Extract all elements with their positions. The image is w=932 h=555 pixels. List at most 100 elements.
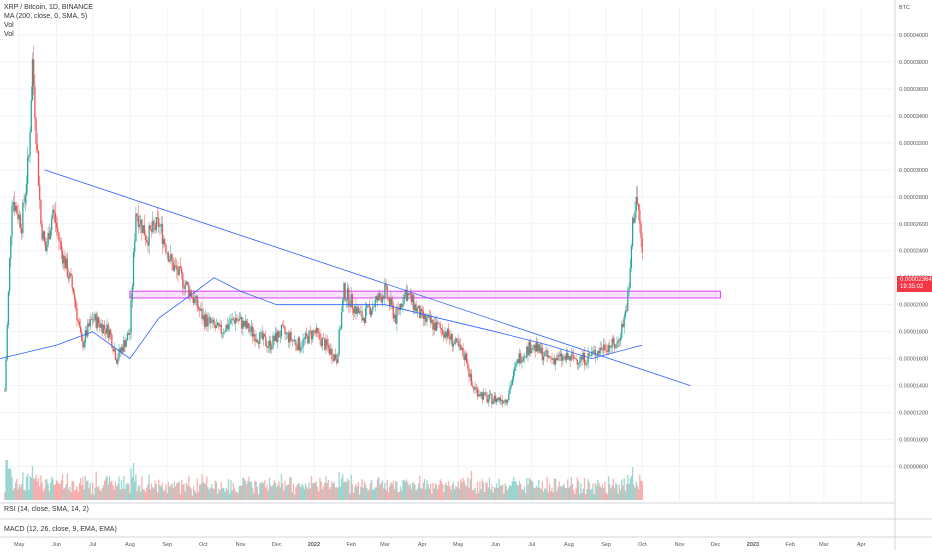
ma-legend[interactable]: MA (200, close, 0, SMA, 5) bbox=[4, 13, 88, 20]
candle-body bbox=[463, 355, 465, 361]
candle-body bbox=[558, 355, 560, 357]
volume-bar bbox=[131, 477, 133, 500]
volume-bar bbox=[254, 480, 256, 500]
candle-body bbox=[126, 333, 129, 341]
candle-body bbox=[34, 86, 36, 119]
volume-bar bbox=[576, 477, 578, 500]
candle-body bbox=[459, 344, 462, 350]
candle-body bbox=[178, 266, 180, 276]
volume-bar bbox=[39, 486, 41, 500]
candle-body bbox=[254, 334, 256, 342]
volume-bar bbox=[25, 476, 28, 500]
volume-bar bbox=[153, 488, 155, 500]
volume-bar bbox=[35, 474, 37, 500]
candle-body bbox=[320, 339, 322, 347]
candle-body bbox=[40, 199, 42, 224]
candle-body bbox=[162, 239, 165, 245]
volume-bar bbox=[493, 486, 495, 500]
candle-body bbox=[494, 395, 497, 403]
volume-bar bbox=[589, 489, 592, 500]
volume-bar bbox=[351, 484, 354, 500]
volume-bar bbox=[409, 483, 411, 500]
candle-body bbox=[370, 310, 373, 316]
candle-body bbox=[81, 331, 83, 341]
volume-bar bbox=[156, 492, 159, 500]
volume-bar bbox=[502, 484, 504, 500]
candle-body bbox=[241, 317, 243, 329]
volume-bar bbox=[426, 480, 428, 500]
candle-body bbox=[54, 212, 56, 223]
candle-body bbox=[263, 333, 266, 337]
candle-body bbox=[8, 258, 11, 292]
candle-body bbox=[180, 268, 183, 274]
candle-body bbox=[505, 399, 507, 403]
candle-body bbox=[363, 317, 366, 323]
x-tick-label: Dec bbox=[272, 542, 282, 548]
candle-body bbox=[346, 288, 349, 300]
volume-bar bbox=[71, 481, 73, 500]
candle-body bbox=[385, 284, 387, 287]
candle-body bbox=[17, 213, 19, 220]
candle-body bbox=[244, 320, 247, 327]
volume-bar bbox=[215, 482, 218, 500]
vol-legend-2[interactable]: Vol bbox=[4, 31, 14, 38]
volume-bar bbox=[174, 486, 177, 500]
candle-body bbox=[327, 345, 329, 348]
candle-body bbox=[148, 225, 150, 246]
volume-bar bbox=[89, 482, 91, 500]
candle-body bbox=[10, 235, 12, 259]
candle-body bbox=[111, 334, 113, 348]
candle-body bbox=[520, 353, 522, 363]
volume-bar bbox=[510, 485, 512, 500]
volume-bar bbox=[111, 480, 113, 500]
candle-body bbox=[427, 316, 429, 318]
volume-bar bbox=[554, 478, 557, 500]
volume-bar bbox=[14, 482, 17, 500]
volume-bar bbox=[402, 480, 404, 500]
candle-body bbox=[375, 296, 378, 300]
volume-bar bbox=[148, 474, 150, 500]
symbol-title[interactable]: XRP / Bitcoin, 1D, BINANCE bbox=[4, 4, 93, 11]
candle-body bbox=[553, 358, 556, 365]
candle-body bbox=[18, 214, 20, 220]
candle-body bbox=[65, 258, 67, 269]
volume-bar bbox=[132, 462, 135, 500]
volume-bar bbox=[30, 477, 32, 500]
volume-bar bbox=[567, 479, 569, 500]
volume-bar bbox=[105, 478, 107, 500]
volume-bar bbox=[113, 489, 115, 500]
candle-body bbox=[43, 231, 46, 242]
candle-body bbox=[117, 358, 119, 364]
candle-body bbox=[386, 286, 388, 299]
volume-bar bbox=[66, 473, 69, 500]
rsi-pane-label[interactable]: RSI (14, close, SMA, 14, 2) bbox=[4, 506, 89, 513]
candle-body bbox=[202, 315, 204, 320]
macd-pane-label[interactable]: MACD (12, 26, close, 9, EMA, EMA) bbox=[4, 526, 117, 533]
volume-bar bbox=[265, 487, 267, 500]
volume-bar bbox=[434, 483, 437, 500]
candle-body bbox=[5, 359, 7, 392]
candle-body bbox=[604, 344, 606, 351]
volume-bar bbox=[611, 485, 613, 500]
volume-bar bbox=[455, 486, 457, 500]
candle-body bbox=[438, 323, 440, 325]
candle-body bbox=[451, 333, 453, 347]
candle-body bbox=[158, 218, 160, 228]
volume-bar bbox=[289, 476, 291, 500]
candle-body bbox=[414, 304, 416, 311]
volume-bar bbox=[253, 492, 255, 500]
candle-body bbox=[220, 325, 222, 334]
volume-bar bbox=[126, 483, 129, 500]
volume-bar bbox=[155, 484, 158, 500]
volume-bar bbox=[306, 486, 308, 500]
candle-body bbox=[511, 379, 514, 385]
volume-bar bbox=[361, 479, 363, 500]
candle-body bbox=[410, 293, 412, 303]
volume-bar bbox=[597, 479, 599, 500]
candle-body bbox=[498, 397, 500, 401]
candle-body bbox=[154, 225, 156, 231]
volume-bar bbox=[183, 483, 185, 500]
vol-legend-1[interactable]: Vol bbox=[4, 22, 14, 29]
